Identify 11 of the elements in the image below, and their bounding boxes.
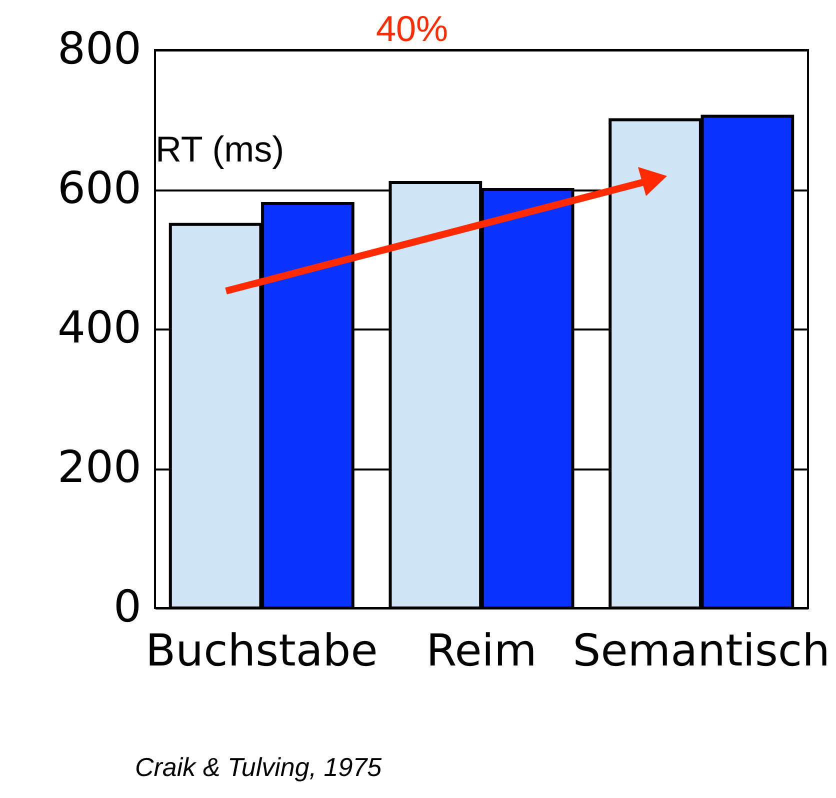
y-tick-label: 400 [58, 302, 142, 354]
y-tick-label: 200 [58, 442, 142, 493]
text: 40% [376, 8, 448, 50]
y-tick-label: 800 [58, 24, 142, 74]
text: Craik & Tulving, 1975 [135, 752, 382, 783]
x-tick-label: Buchstabe [145, 626, 378, 676]
y-axis-title: RT (ms) [156, 128, 284, 170]
x-tick-label: Reim [426, 626, 537, 676]
x-tick-label: Semantisch [572, 626, 830, 676]
y-tick-label: 0 [114, 582, 142, 632]
y-tick-label: 600 [58, 163, 142, 214]
